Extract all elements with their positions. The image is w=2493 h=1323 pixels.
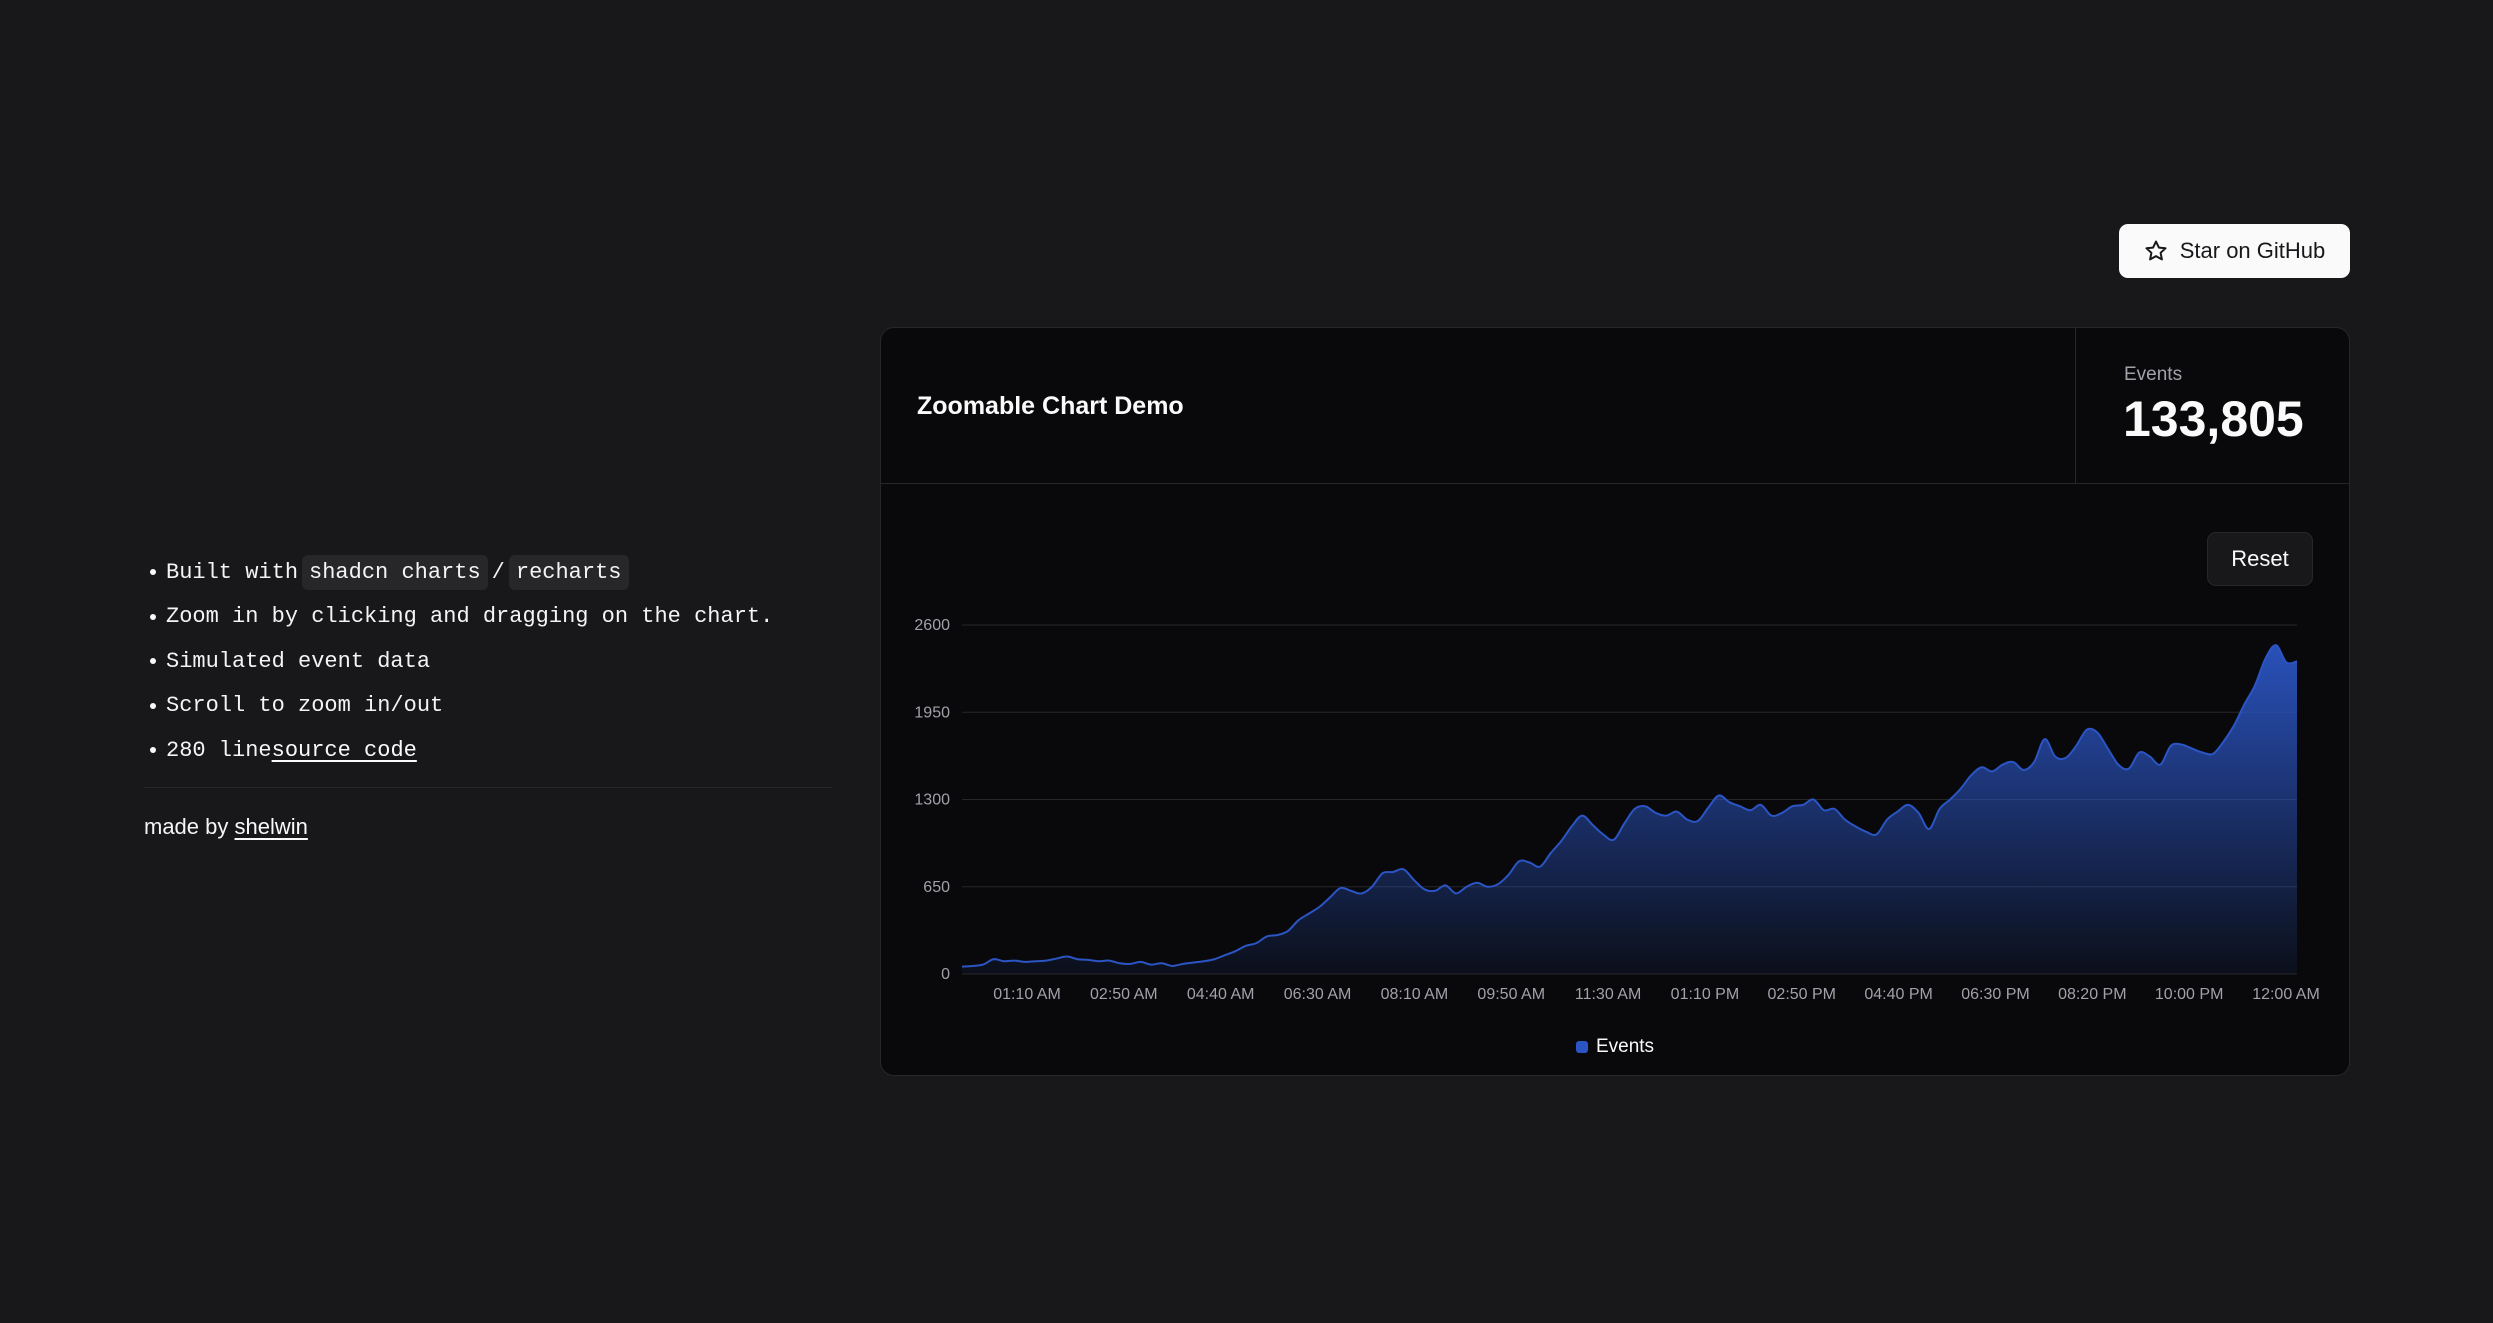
bullet [150,613,156,620]
star-icon [2145,240,2167,261]
author-link[interactable]: shelwin [234,813,308,839]
stat-value: 133,805 [2123,391,2304,447]
list-item-text: Built with [166,559,299,585]
x-tick-label: 02:50 AM [1090,986,1158,1003]
card-title: Zoomable Chart Demo [917,392,1184,420]
info-panel: Built with shadcn charts / recharts Zoom… [144,550,832,840]
bullet [150,569,156,576]
x-tick-label: 02:50 PM [1768,986,1836,1003]
x-tick-label: 10:00 PM [2155,986,2223,1003]
y-tick-label: 2600 [914,617,950,634]
list-item-text: Zoom in by clicking and dragging on the … [166,604,774,630]
legend-swatch [1575,1041,1588,1053]
code-shadcn-charts: shadcn charts [302,554,488,590]
bullet [150,658,156,665]
chart-card: Zoomable Chart Demo Events 133,805 Reset… [880,327,2350,1076]
star-on-github-button[interactable]: Star on GitHub [2119,224,2350,278]
feature-list: Built with shadcn charts / recharts Zoom… [144,550,832,773]
chart-legend: Events [881,1036,2349,1058]
source-code-link[interactable]: source code [271,737,417,763]
x-tick-label: 06:30 PM [1961,986,2029,1003]
bullet [150,702,156,709]
list-item: Zoom in by clicking and dragging on the … [144,595,832,640]
list-item: Scroll to zoom in/out [144,684,832,729]
separator: / [491,559,505,585]
y-tick-label: 0 [941,966,950,983]
bullet [150,747,156,754]
list-item-text: 280 line [166,737,272,763]
y-tick-label: 1300 [914,792,950,809]
divider [144,786,832,788]
events-line [961,644,2298,968]
y-tick-label: 1950 [914,704,950,721]
credit: made by shelwin [144,814,832,840]
x-tick-label: 01:10 PM [1671,986,1739,1003]
code-recharts: recharts [508,554,629,590]
x-tick-label: 11:30 AM [1575,986,1641,1003]
area-chart[interactable]: 0 650 1300 1950 2600 01:10 AM 02:50 AM 04:40 A… [881,328,2349,1028]
stat-label: Events [2124,364,2183,385]
list-item: 280 line source code [144,728,832,773]
legend-label: Events [1595,1036,1655,1057]
x-tick-label: 04:40 PM [1864,986,1932,1003]
reset-button[interactable]: Reset [2207,532,2313,586]
x-tick-label: 04:40 AM [1187,986,1255,1003]
events-area [962,645,2297,974]
list-item-text: Scroll to zoom in/out [166,693,444,719]
x-tick-label: 09:50 AM [1477,986,1545,1003]
y-tick-label: 650 [923,879,950,896]
events-stat: Events 133,805 [2075,328,2349,483]
list-item-text: Simulated event data [166,648,431,674]
x-tick-label: 01:10 AM [993,986,1061,1003]
star-button-label: Star on GitHub [2179,238,2326,263]
x-tick-label: 08:10 AM [1381,986,1449,1003]
x-tick-label: 12:00 AM [2252,986,2320,1003]
card-header: Zoomable Chart Demo Events 133,805 [881,328,2349,484]
x-tick-label: 06:30 AM [1284,986,1352,1003]
x-tick-label: 08:20 PM [2058,986,2126,1003]
list-item: Simulated event data [144,639,832,684]
list-item: Built with shadcn charts / recharts [144,550,832,595]
credit-text: made by [144,813,229,839]
